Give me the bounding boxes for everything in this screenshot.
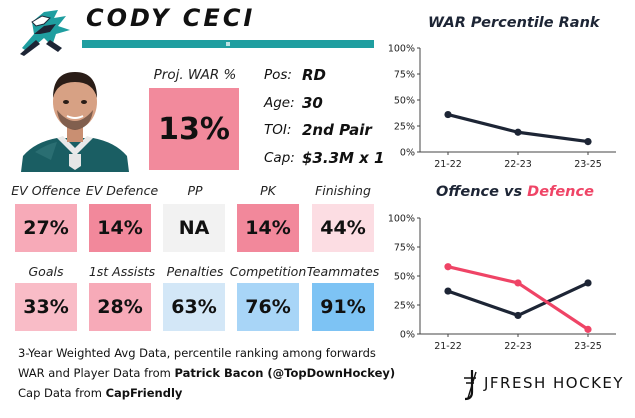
defence-point xyxy=(584,325,592,333)
stat-tile-1st-assists: 28% xyxy=(89,283,151,331)
y-tick-label: 100% xyxy=(388,44,415,55)
brand-name: JFRESH HOCKEY xyxy=(484,374,625,392)
stat-label-ev-defence: EV Defence xyxy=(85,183,159,198)
y-tick-label: 25% xyxy=(394,122,415,133)
chart2-title-defence: Defence xyxy=(527,184,594,200)
y-tick-label: 75% xyxy=(394,243,415,254)
stat-label-pp: PP xyxy=(187,183,203,198)
y-tick-label: 25% xyxy=(394,301,415,312)
pos-value: RD xyxy=(302,66,327,84)
stat-tile-finishing: 44% xyxy=(312,204,374,252)
stat-label-1st-assists: 1st Assists xyxy=(88,264,156,279)
war-label: Proj. WAR % xyxy=(153,67,237,83)
team-logo xyxy=(14,4,76,58)
footer-cap-source: Cap Data from CapFriendly xyxy=(18,386,182,400)
stat-tile-penalties: 63% xyxy=(163,283,225,331)
stat-label-goals: Goals xyxy=(28,264,64,279)
x-tick-label: 23-25 xyxy=(574,341,602,352)
age-label: Age: xyxy=(264,95,295,111)
footer-war-source-name: Patrick Bacon (@TopDownHockey) xyxy=(174,366,396,380)
footer-cap-source-name: CapFriendly xyxy=(105,386,183,400)
stat-label-competition: Competition xyxy=(229,264,307,279)
stat-tile-pk: 14% xyxy=(237,204,299,252)
defence-point xyxy=(514,279,522,287)
y-tick-label: 75% xyxy=(394,70,415,81)
chart2-title-offence: Offence xyxy=(436,184,499,200)
toi-label: TOI: xyxy=(264,122,292,138)
y-tick-label: 0% xyxy=(400,330,415,341)
offence-line xyxy=(446,281,590,318)
series-0-point xyxy=(444,110,452,119)
stat-tile-ev-offence: 27% xyxy=(15,204,77,252)
series-0-point xyxy=(514,128,522,136)
name-bar-mark xyxy=(226,42,230,46)
offence-point xyxy=(584,279,592,287)
player-name: CODY CECI xyxy=(86,4,256,32)
stat-tile-ev-defence: 14% xyxy=(89,204,151,252)
x-tick-label: 21-22 xyxy=(434,341,462,352)
chart2-title-vs: vs xyxy=(498,184,528,200)
war-value-tile: 13% xyxy=(149,88,239,170)
offence-point xyxy=(514,311,522,320)
x-tick-label: 21-22 xyxy=(434,159,462,170)
stat-label-penalties: Penalties xyxy=(166,264,224,279)
footer-war-prefix: WAR and Player Data from xyxy=(18,366,175,380)
offence-defence-chart: 0% 25% 50% 75% 100% 21-22 22-23 23-25 xyxy=(388,214,616,352)
stat-tile-pp: NA xyxy=(163,204,225,252)
toi-value: 2nd Pair xyxy=(302,121,372,139)
y-tick-label: 100% xyxy=(388,214,415,225)
player-headshot xyxy=(17,64,133,172)
cap-value: $3.3M x 1 xyxy=(302,149,385,167)
x-tick-label: 23-25 xyxy=(574,159,602,170)
y-tick-label: 0% xyxy=(400,148,415,159)
series-0-line xyxy=(446,112,590,144)
chart2-title: Offence vs Defence xyxy=(436,184,594,200)
footer-note: 3-Year Weighted Avg Data, percentile ran… xyxy=(18,346,376,360)
x-tick-label: 22-23 xyxy=(504,159,532,170)
age-value: 30 xyxy=(302,94,323,112)
chart1-title: WAR Percentile Rank xyxy=(428,15,600,31)
series-0-point xyxy=(584,138,592,146)
stat-tile-teammates: 91% xyxy=(312,283,374,331)
footer-cap-prefix: Cap Data from xyxy=(18,386,106,400)
stat-label-finishing: Finishing xyxy=(315,183,371,198)
offence-point xyxy=(444,287,452,295)
pos-label: Pos: xyxy=(264,67,292,83)
stat-label-teammates: Teammates xyxy=(306,264,380,279)
stat-label-pk: PK xyxy=(260,183,276,198)
footer-war-source: WAR and Player Data from Patrick Bacon (… xyxy=(18,366,395,380)
x-tick-label: 22-23 xyxy=(504,341,532,352)
y-tick-label: 50% xyxy=(394,96,415,107)
defence-point xyxy=(444,263,452,271)
stat-label-ev-offence: EV Offence xyxy=(11,183,81,198)
cap-label: Cap: xyxy=(264,150,295,166)
jfresh-logo-icon xyxy=(458,368,482,402)
stat-tile-goals: 33% xyxy=(15,283,77,331)
stat-tile-competition: 76% xyxy=(237,283,299,331)
war-percentile-chart: 0% 25% 50% 75% 100% 21-22 22-23 23-25 xyxy=(388,44,616,170)
y-tick-label: 50% xyxy=(394,272,415,283)
